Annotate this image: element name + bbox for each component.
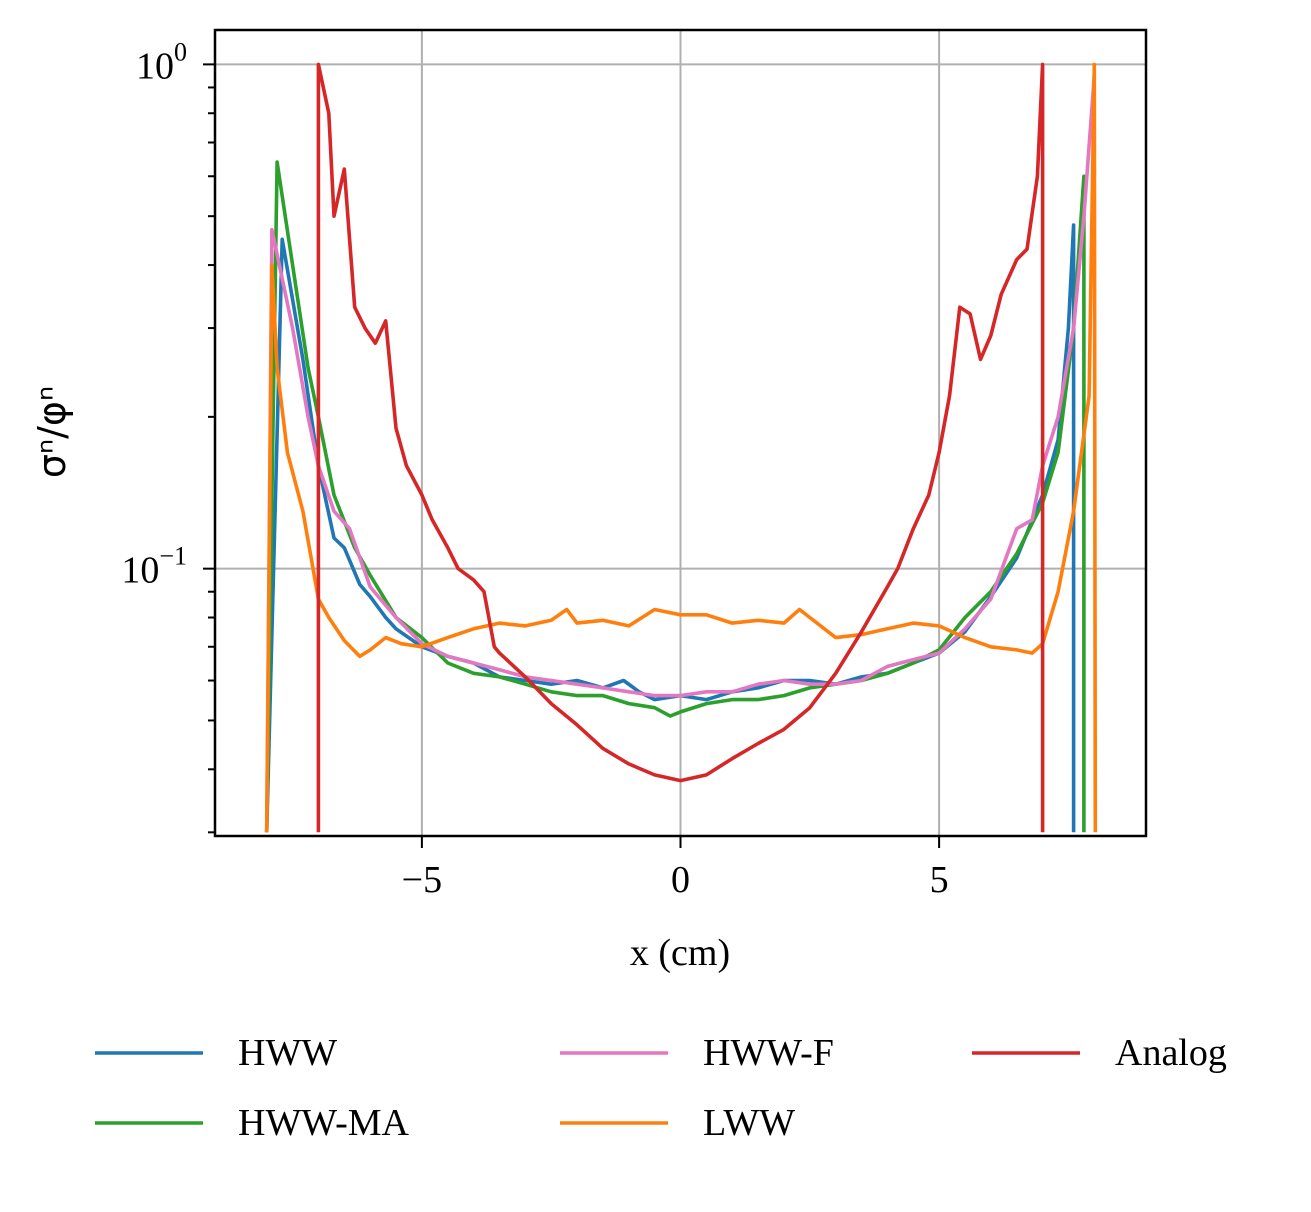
legend-item-hww-f: HWW-F xyxy=(560,1032,834,1074)
y-tick-label: 10−1 xyxy=(121,542,187,592)
series-line-hww-f xyxy=(264,75,1097,833)
tick-layer: −5 0 5 10−1 100 xyxy=(121,37,948,901)
x-tick-label: 0 xyxy=(671,859,690,901)
legend-label: HWW-MA xyxy=(238,1102,410,1144)
legend-item-lww: LWW xyxy=(560,1102,795,1144)
legend-label: Analog xyxy=(1115,1032,1227,1074)
series-layer xyxy=(264,62,1098,833)
legend-label: HWW-F xyxy=(703,1032,834,1074)
series-line-hww xyxy=(264,223,1076,833)
series-line-lww xyxy=(264,62,1098,833)
series-line-hww-ma xyxy=(264,160,1086,833)
grid-layer xyxy=(215,30,1146,836)
x-tick-label: 5 xyxy=(930,859,949,901)
y-tick-label: 100 xyxy=(136,37,187,87)
x-axis-label: x (cm) xyxy=(630,932,730,974)
y-axis-label: σⁿ/φⁿ xyxy=(30,386,74,478)
series-line-analog xyxy=(316,62,1045,833)
legend: HWW HWW-MA HWW-F LWW Analog xyxy=(95,1032,1227,1144)
legend-label: HWW xyxy=(238,1032,337,1074)
legend-label: LWW xyxy=(703,1102,795,1144)
x-tick-label: −5 xyxy=(402,859,442,901)
legend-item-hww: HWW xyxy=(95,1032,337,1074)
legend-item-hww-ma: HWW-MA xyxy=(95,1102,410,1144)
legend-item-analog: Analog xyxy=(972,1032,1227,1074)
